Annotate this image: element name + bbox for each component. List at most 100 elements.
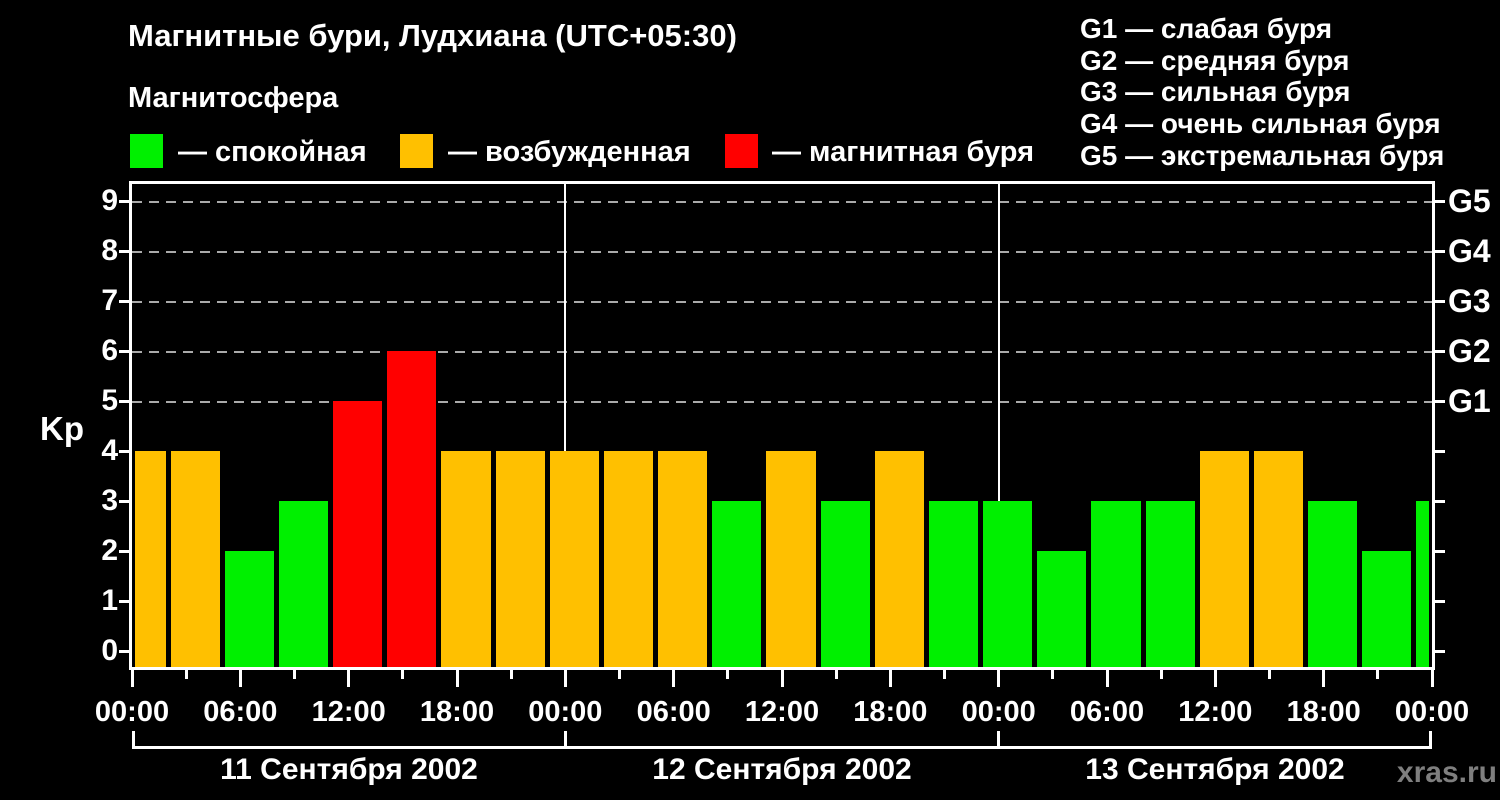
g-axis-label-g2: G2 <box>1448 333 1491 369</box>
x-axis-label: 00:00 <box>94 696 170 728</box>
x-axis-tick-minor <box>726 670 730 679</box>
kp-bar <box>928 501 979 667</box>
date-label-day2: 12 Сентября 2002 <box>652 753 912 786</box>
g2-legend-line: G2 — средняя буря <box>1080 44 1350 76</box>
x-axis-label: 18:00 <box>1286 696 1361 728</box>
date-label-day3: 13 Сентября 2002 <box>1085 753 1345 786</box>
x-axis-tick-major <box>1322 670 1326 687</box>
legend-label-quiet: — спокойная <box>178 136 367 168</box>
x-axis-tick-major <box>672 670 676 687</box>
x-axis-tick-minor <box>184 670 188 679</box>
x-axis-tick-major <box>1430 670 1434 687</box>
x-axis-tick-minor <box>1268 670 1271 679</box>
kp-bar <box>224 551 274 667</box>
x-axis-label: 00:00 <box>1394 696 1470 728</box>
gridline-kp6 <box>132 351 1432 353</box>
x-axis-tick-major <box>1105 670 1109 687</box>
g3-legend-line: G3 — сильная буря <box>1080 76 1351 108</box>
x-axis-tick-major <box>780 670 784 687</box>
legend-label-storm: — магнитная буря <box>772 136 1035 168</box>
x-axis-tick-major <box>238 670 242 687</box>
kp-bar <box>1199 451 1249 667</box>
kp-bar <box>170 451 220 667</box>
kp-bar <box>658 451 708 667</box>
x-axis-label: 06:00 <box>1069 696 1145 728</box>
g5-legend-line: G5 — экстремальная буря <box>1080 139 1445 171</box>
y-axis-tick-left <box>119 249 129 253</box>
y-axis-tick-right <box>1435 599 1445 603</box>
y-axis-tick-left <box>119 399 129 403</box>
y-axis-label: 7 <box>101 284 118 317</box>
y-axis-tick-right <box>1435 199 1445 203</box>
day-separator-line <box>564 184 567 667</box>
kp-bar <box>1416 501 1430 667</box>
y-axis-tick-left <box>119 549 129 553</box>
x-axis-label: 12:00 <box>744 696 820 728</box>
g-axis-label-g5: G5 <box>1448 183 1491 219</box>
y-axis-tick-right <box>1435 549 1445 553</box>
y-axis-title: Kp <box>40 410 84 447</box>
x-axis-tick-minor <box>293 670 296 679</box>
x-axis-label: 18:00 <box>419 696 495 728</box>
day-separator-line <box>997 184 1000 667</box>
kp-bar <box>766 451 816 667</box>
y-axis-label: 3 <box>101 484 118 517</box>
y-axis-tick-left <box>119 349 129 353</box>
x-axis-tick-minor <box>1051 670 1055 679</box>
kp-bar <box>495 451 545 667</box>
date-bracket-tick <box>1429 731 1432 747</box>
date-bracket-line <box>132 746 1432 749</box>
y-axis-label: 9 <box>101 184 118 217</box>
kp-bar <box>333 401 383 667</box>
y-axis-tick-left <box>119 449 129 453</box>
y-axis-label: 0 <box>101 634 118 667</box>
x-axis-tick-major <box>1213 670 1217 687</box>
y-axis-tick-right <box>1435 299 1445 303</box>
g-axis-label-g1: G1 <box>1448 383 1491 419</box>
y-axis-tick-left <box>119 499 129 503</box>
y-axis-label: 1 <box>101 584 118 617</box>
chart-title: Магнитные бури, Лудхиана (UTC+05:30) <box>128 18 737 53</box>
x-axis-label: 18:00 <box>853 696 928 728</box>
gridline-kp7 <box>132 301 1432 303</box>
kp-bar <box>441 451 491 667</box>
x-axis-tick-minor <box>509 670 513 679</box>
gridline-kp9 <box>132 201 1432 203</box>
y-axis-tick-right <box>1435 449 1445 453</box>
g1-legend-line: G1 — слабая буря <box>1080 13 1333 44</box>
x-axis-tick-minor <box>401 670 405 679</box>
x-axis-label: 06:00 <box>636 696 711 728</box>
x-axis-tick-major <box>563 670 567 687</box>
x-axis-label: 12:00 <box>1178 696 1253 728</box>
x-axis-tick-major <box>347 670 351 687</box>
legend-swatch-quiet <box>130 134 163 168</box>
legend-swatch-excited <box>400 134 433 168</box>
kp-bar <box>603 451 654 667</box>
kp-bar <box>549 451 599 667</box>
x-axis-tick-minor <box>834 670 838 679</box>
y-axis-tick-right <box>1435 399 1445 403</box>
kp-bar <box>1362 551 1412 667</box>
y-axis-label: 5 <box>101 384 118 417</box>
legend-swatch-storm <box>725 134 758 168</box>
kp-bar <box>278 501 329 667</box>
y-axis-label: 8 <box>101 234 118 267</box>
kp-bar <box>712 501 762 667</box>
kp-bar <box>134 451 166 667</box>
plot-area <box>129 181 1435 670</box>
y-axis-label: 2 <box>101 534 118 567</box>
x-axis-tick-minor <box>943 670 946 679</box>
date-label-day1: 11 Сентября 2002 <box>220 753 478 786</box>
date-bracket-tick <box>564 731 567 747</box>
x-axis-label: 00:00 <box>528 696 603 728</box>
y-axis-tick-left <box>119 299 129 303</box>
x-axis-label: 06:00 <box>203 696 278 728</box>
gridline-kp5 <box>132 401 1432 403</box>
x-axis-tick-major <box>888 670 892 687</box>
watermark: xras.ru <box>1396 756 1497 789</box>
kp-bar <box>1253 451 1304 667</box>
magnetosphere-legend-title: Магнитосфера <box>128 82 339 114</box>
y-axis-tick-right <box>1435 349 1445 353</box>
x-axis-tick-major <box>997 670 1001 687</box>
